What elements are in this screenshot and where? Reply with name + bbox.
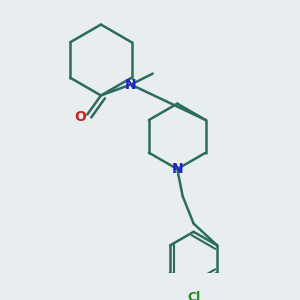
Text: O: O: [74, 110, 86, 124]
Text: N: N: [172, 162, 183, 176]
Text: N: N: [125, 77, 137, 92]
Text: Cl: Cl: [187, 291, 200, 300]
